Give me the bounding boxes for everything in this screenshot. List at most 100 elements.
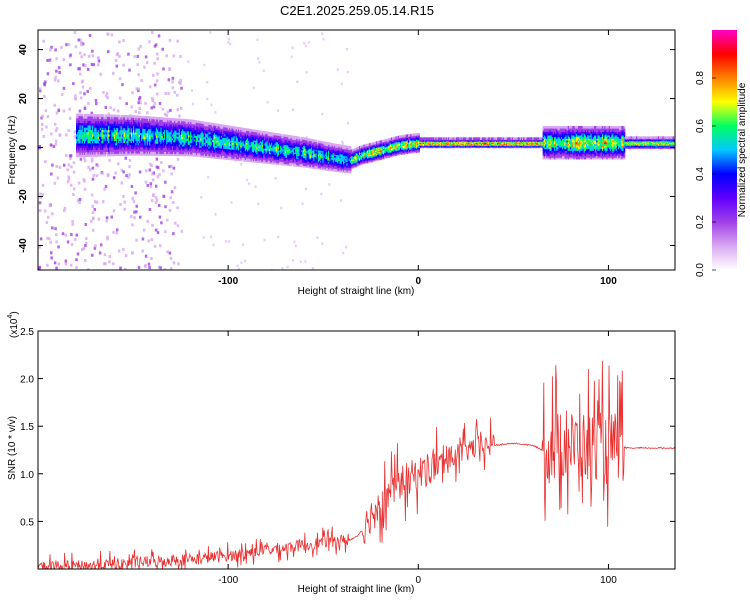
spectrogram-speckle — [164, 92, 167, 96]
spectrogram-cell — [120, 138, 123, 141]
spectrogram-cell — [126, 148, 128, 152]
spectrogram-speckle — [200, 196, 203, 199]
spectrogram-cell — [146, 118, 149, 121]
spectrogram-cell — [113, 138, 116, 142]
spectrogram-cell — [94, 116, 96, 119]
spectrogram-cell — [159, 143, 161, 146]
spectrogram-cell — [103, 145, 106, 148]
spectrogram-speckle — [137, 47, 141, 51]
spectrogram-cell — [93, 136, 95, 139]
spectrogram-cell — [166, 141, 168, 145]
spectrogram-cell — [115, 131, 118, 135]
spectrogram-cell — [76, 143, 78, 146]
spectrogram-cell — [139, 150, 142, 154]
spectrogram-cell — [137, 148, 140, 152]
spectrogram-speckle — [139, 101, 142, 105]
spectrogram-cell — [99, 127, 102, 131]
spectrogram-cell — [155, 116, 158, 120]
spectrogram-speckle — [161, 107, 165, 111]
spectrogram-speckle — [49, 240, 52, 244]
spectrogram-cell — [104, 153, 107, 157]
spectrogram-cell — [97, 120, 100, 124]
spectrogram-cell — [134, 117, 136, 121]
spectrogram-cell — [97, 114, 100, 117]
spectrogram-cell — [150, 149, 152, 152]
spectrogram-cell — [114, 116, 117, 120]
spectrogram-speckle — [123, 207, 127, 211]
spectrogram-cell — [84, 154, 86, 158]
spectrogram-cell — [125, 151, 127, 154]
spectrogram-cell — [162, 135, 165, 138]
spectrogram-cell — [136, 140, 139, 144]
spectrogram-cell — [90, 149, 93, 153]
spectrogram-cell — [149, 126, 151, 130]
spectrogram-cell — [92, 140, 94, 144]
spectrogram-cell — [166, 137, 168, 141]
spectrogram-cell — [144, 116, 147, 119]
spectrogram-cell — [95, 140, 98, 144]
spectrogram-cell — [145, 128, 148, 132]
spectrogram-cell — [163, 147, 166, 150]
spectrogram-cell — [159, 119, 161, 122]
spectrogram-speckle — [89, 168, 92, 172]
spectrogram-speckle — [158, 173, 161, 177]
spectrogram-cell — [90, 122, 93, 126]
spectrogram-cell — [80, 143, 83, 146]
spectrogram-speckle — [159, 266, 162, 270]
spectrogram-cell — [150, 151, 152, 154]
spectrogram-cell — [101, 140, 103, 144]
spectrogram-cell — [165, 141, 167, 145]
spectrogram-cell — [104, 129, 107, 133]
spectrogram-cell — [146, 153, 149, 156]
spectrogram-cell — [153, 134, 156, 138]
spectrogram-speckle — [151, 172, 154, 176]
spectrogram-cell — [159, 131, 161, 134]
spectrogram-cell — [153, 132, 156, 136]
spectrogram-cell — [123, 148, 126, 152]
spectrogram-cell — [106, 131, 109, 135]
spectrogram-cell — [101, 120, 103, 124]
spectrogram-cell — [98, 153, 101, 157]
spectrogram-cell — [143, 148, 145, 152]
spectrogram-cell — [111, 116, 113, 120]
spectrogram-cell — [154, 143, 157, 146]
spectrogram-speckle — [153, 244, 157, 248]
spectrogram-speckle — [133, 216, 136, 220]
spectrogram-cell — [129, 127, 132, 131]
spectrogram-cell — [105, 114, 108, 118]
spectrogram-speckle — [257, 57, 260, 60]
spectrogram-cell — [79, 113, 82, 117]
spectrogram-speckle — [237, 267, 240, 270]
spectrogram-cell — [153, 122, 156, 126]
spectrogram-speckle — [101, 171, 104, 175]
spectrogram-cell — [89, 138, 92, 142]
spectrogram-speckle — [44, 160, 47, 164]
spectrogram-cell — [99, 145, 102, 148]
spectrogram-cell — [93, 143, 95, 146]
spectrogram-speckle — [39, 89, 42, 93]
spectrogram-cell — [167, 127, 169, 131]
spectrogram-speckle — [38, 245, 42, 249]
spectrogram-cell — [127, 136, 129, 139]
spectrogram-cell — [144, 144, 147, 148]
spectrogram-cell — [122, 129, 125, 133]
spectrogram-cell — [110, 142, 112, 146]
spectrogram-cell — [119, 140, 121, 144]
spectrogram-cell — [90, 151, 93, 155]
spectrogram-speckle — [82, 63, 85, 67]
spectrogram-cell — [104, 125, 107, 128]
spectrogram-cell — [82, 140, 85, 144]
spectrogram-cell — [146, 144, 149, 148]
spectrogram-cell — [117, 116, 119, 120]
spectrogram-cell — [117, 127, 119, 131]
spectrogram-cell — [120, 114, 123, 118]
spectrogram-cell — [98, 134, 101, 137]
spectrogram-speckle — [91, 54, 95, 58]
spectrogram-speckle — [38, 265, 42, 269]
spectrogram-cell — [98, 149, 101, 153]
spectrogram-speckle — [346, 121, 349, 125]
spectrogram-speckle — [153, 61, 156, 65]
spectrogram-cell — [159, 117, 161, 120]
spectrogram-cell — [97, 127, 100, 131]
spectrogram-cell — [141, 142, 143, 146]
